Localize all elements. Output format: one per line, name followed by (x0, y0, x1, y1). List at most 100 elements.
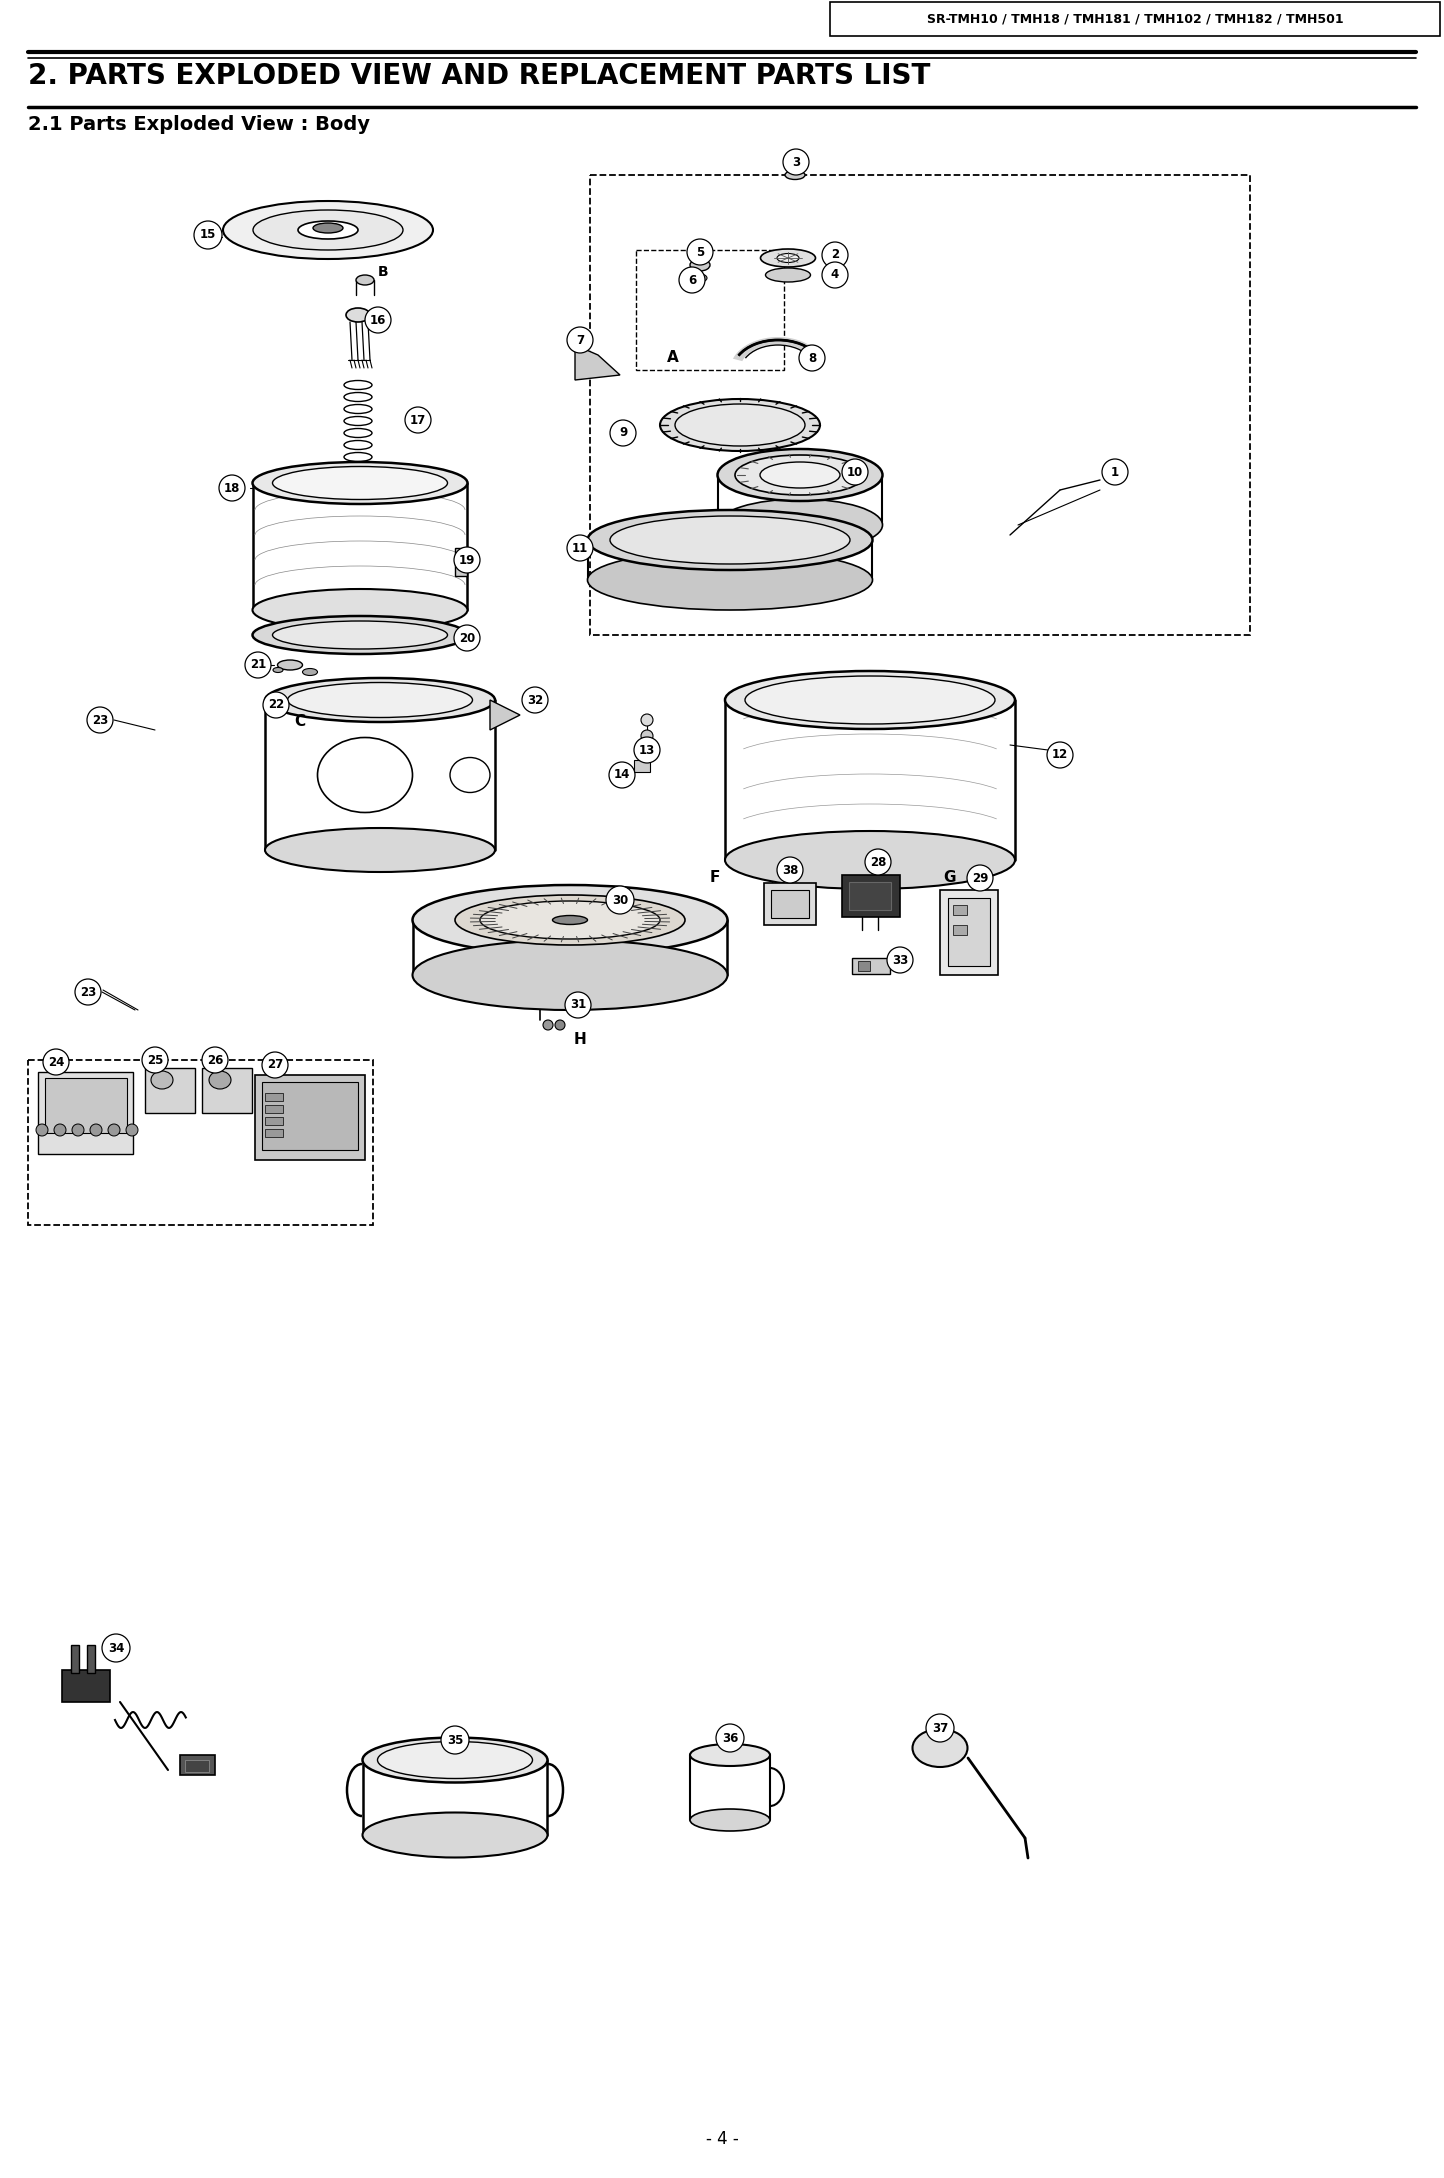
Bar (849, 882, 891, 910)
Text: - 4 -: - 4 - (706, 2130, 738, 2148)
Text: 36: 36 (722, 1732, 738, 1745)
Polygon shape (490, 699, 520, 730)
Bar (771, 891, 809, 917)
Circle shape (822, 242, 848, 268)
Circle shape (126, 1124, 139, 1137)
Bar (266, 1128, 283, 1137)
Text: F: F (710, 871, 721, 886)
Ellipse shape (302, 669, 318, 675)
Circle shape (72, 1124, 84, 1137)
Text: 8: 8 (807, 351, 816, 364)
Ellipse shape (455, 895, 684, 945)
Ellipse shape (277, 660, 302, 671)
Bar (38, 1072, 133, 1154)
Text: 33: 33 (892, 954, 908, 967)
Polygon shape (575, 344, 619, 379)
Bar (842, 876, 900, 917)
Circle shape (193, 220, 222, 248)
Circle shape (521, 686, 549, 712)
Ellipse shape (266, 677, 495, 721)
Ellipse shape (479, 902, 660, 939)
Bar (635, 250, 784, 370)
Text: 15: 15 (199, 229, 217, 242)
Text: 2. PARTS EXPLODED VIEW AND REPLACEMENT PARTS LIST: 2. PARTS EXPLODED VIEW AND REPLACEMENT P… (27, 61, 930, 89)
Ellipse shape (588, 551, 872, 610)
Ellipse shape (725, 832, 1015, 889)
Circle shape (453, 547, 479, 573)
Ellipse shape (690, 1810, 770, 1832)
Ellipse shape (266, 828, 495, 871)
Ellipse shape (362, 1738, 547, 1782)
Ellipse shape (718, 499, 882, 551)
Polygon shape (734, 338, 823, 362)
Text: 29: 29 (972, 871, 988, 884)
Ellipse shape (413, 941, 728, 1011)
Bar (180, 1755, 215, 1775)
Ellipse shape (690, 1745, 770, 1766)
Circle shape (887, 947, 913, 974)
Bar (261, 1082, 358, 1150)
Circle shape (245, 651, 271, 677)
Circle shape (1047, 743, 1073, 769)
Text: 30: 30 (612, 893, 628, 906)
Bar (953, 906, 967, 915)
Ellipse shape (313, 222, 344, 233)
Ellipse shape (152, 1072, 173, 1089)
Circle shape (543, 1019, 553, 1030)
Circle shape (1102, 460, 1128, 486)
Ellipse shape (253, 462, 468, 503)
Ellipse shape (588, 510, 872, 571)
Bar (852, 958, 890, 974)
Text: 25: 25 (147, 1054, 163, 1067)
Bar (27, 1061, 373, 1224)
Circle shape (842, 460, 868, 486)
Ellipse shape (287, 682, 472, 717)
Text: 27: 27 (267, 1059, 283, 1072)
Ellipse shape (693, 274, 708, 281)
Bar (45, 1078, 127, 1133)
Text: 32: 32 (527, 693, 543, 706)
Ellipse shape (765, 268, 810, 281)
Text: 3: 3 (791, 155, 800, 168)
Text: 2: 2 (830, 248, 839, 261)
Circle shape (567, 536, 593, 562)
Circle shape (926, 1714, 954, 1742)
Circle shape (75, 978, 101, 1004)
Ellipse shape (297, 220, 358, 240)
Ellipse shape (377, 1742, 533, 1779)
Ellipse shape (357, 274, 374, 285)
Circle shape (606, 886, 634, 915)
Ellipse shape (253, 588, 468, 632)
Text: 23: 23 (79, 984, 97, 998)
Circle shape (641, 730, 653, 743)
Text: 11: 11 (572, 542, 588, 555)
Ellipse shape (718, 449, 882, 501)
Ellipse shape (735, 455, 865, 494)
Bar (830, 2, 1440, 37)
Bar (87, 1644, 95, 1673)
Ellipse shape (674, 403, 804, 446)
Text: 9: 9 (619, 427, 627, 440)
Circle shape (565, 991, 591, 1017)
Bar (940, 891, 998, 976)
Text: 34: 34 (108, 1642, 124, 1655)
Circle shape (679, 268, 705, 294)
Ellipse shape (209, 1072, 231, 1089)
Circle shape (783, 148, 809, 174)
Ellipse shape (273, 621, 448, 649)
Text: 1: 1 (1110, 466, 1119, 479)
Bar (634, 760, 650, 771)
Circle shape (799, 344, 825, 370)
Text: SR-TMH10 / TMH18 / TMH181 / TMH102 / TMH182 / TMH501: SR-TMH10 / TMH18 / TMH181 / TMH102 / TMH… (927, 13, 1343, 26)
Text: 12: 12 (1051, 749, 1069, 762)
Circle shape (634, 736, 660, 762)
Circle shape (822, 261, 848, 287)
Text: 18: 18 (224, 481, 240, 494)
Circle shape (90, 1124, 103, 1137)
Text: H: H (573, 1032, 586, 1048)
Ellipse shape (609, 516, 851, 564)
Circle shape (404, 407, 430, 433)
Text: B: B (378, 266, 388, 279)
Circle shape (716, 1725, 744, 1751)
Text: 28: 28 (869, 856, 887, 869)
